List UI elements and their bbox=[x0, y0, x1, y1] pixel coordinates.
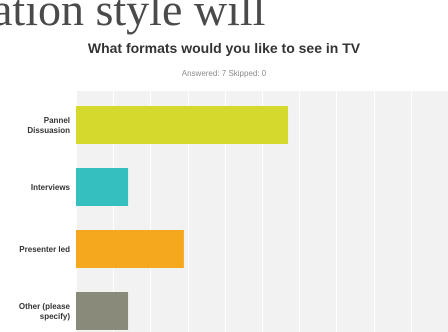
category-label: Presenter led bbox=[19, 245, 70, 254]
category-label: Pannel Dissuasion bbox=[27, 116, 70, 135]
bar-other-please-specify bbox=[76, 292, 129, 330]
category-label: Interviews bbox=[31, 183, 71, 192]
bar-interviews bbox=[76, 168, 129, 206]
bar-pannel-dissuasion bbox=[76, 106, 289, 144]
bar-presenter-led bbox=[76, 230, 184, 268]
chart-title: What formats would you like to see in TV bbox=[87, 40, 361, 56]
chart-subtitle: Answered: 7 Skipped: 0 bbox=[181, 69, 267, 78]
partial-heading-text: ation style will bbox=[0, 0, 266, 35]
category-label: Other (please specify) bbox=[19, 302, 71, 321]
